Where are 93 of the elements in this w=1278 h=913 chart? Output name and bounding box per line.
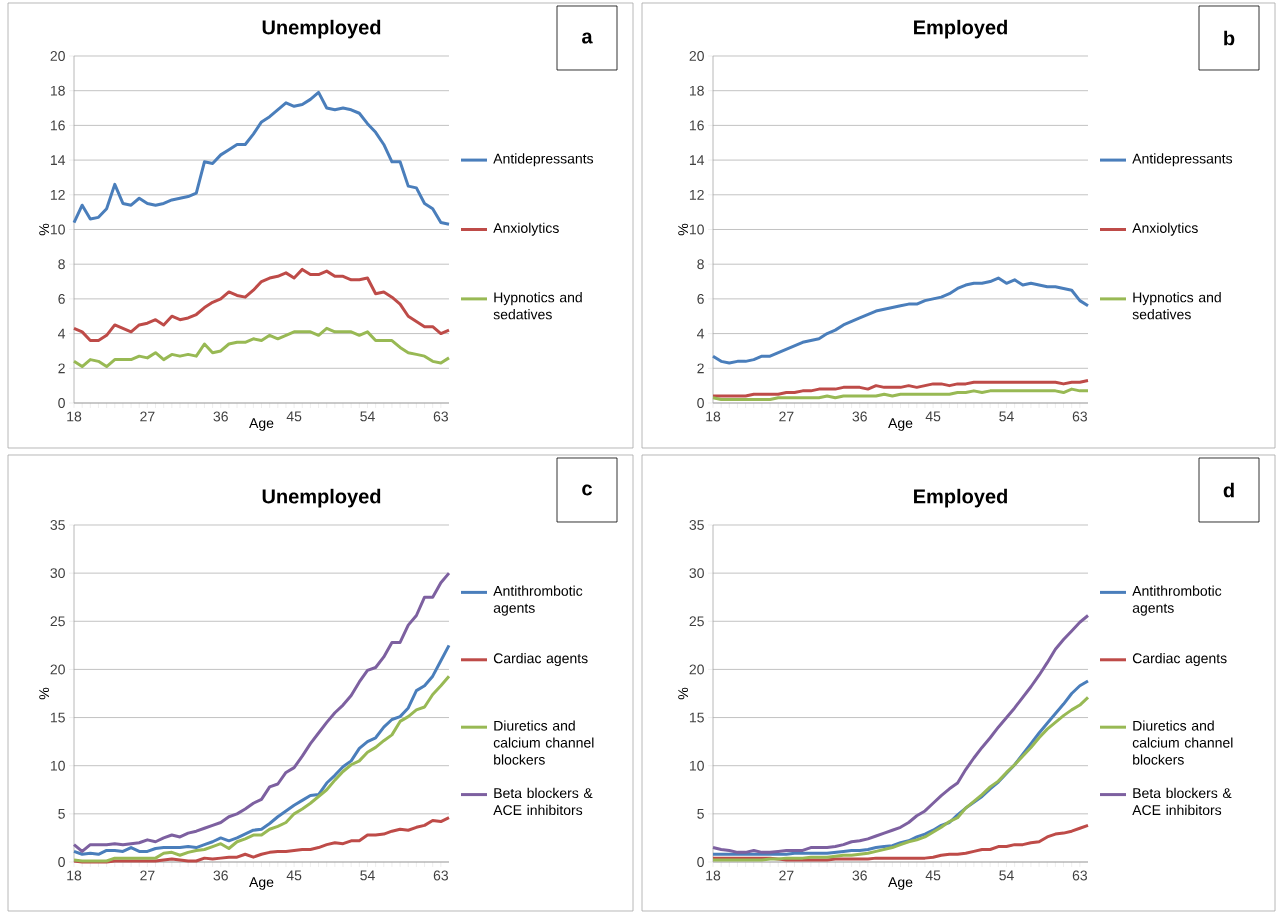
x-tick-label: 45	[925, 411, 941, 422]
legend-label: Diuretics and calcium channel blockers	[1132, 720, 1233, 765]
y-tick-label: 18	[50, 85, 65, 96]
y-tick-label: 5	[697, 808, 704, 819]
line-series	[72, 267, 451, 343]
y-tick-label: 35	[689, 520, 704, 530]
x-tick-label: 45	[925, 870, 941, 881]
y-tick-label: 25	[689, 616, 704, 627]
legend-label: Beta blockers & ACE inhibitors	[1132, 787, 1232, 816]
y-axis-title: %	[678, 223, 689, 236]
y-tick-label: 8	[58, 259, 65, 270]
x-tick-label: 63	[433, 411, 449, 422]
y-tick-label: 14	[689, 155, 705, 165]
y-tick-label: 30	[689, 568, 704, 579]
text: c	[582, 484, 592, 496]
x-tick-label: 63	[433, 870, 449, 881]
y-tick-label: 6	[697, 293, 704, 304]
y-tick-label: 30	[50, 568, 65, 579]
legend-label: Beta blockers & ACE inhibitors	[493, 787, 593, 816]
x-tick-label: 45	[286, 411, 302, 422]
y-axis-title: %	[39, 223, 50, 236]
y-tick-label: 4	[58, 328, 66, 339]
y-tick-label: 0	[58, 398, 65, 408]
y-tick-label: 14	[50, 155, 66, 165]
text: d	[1223, 482, 1234, 498]
x-axis-title: Age	[888, 877, 913, 890]
y-tick-label: 20	[689, 664, 704, 675]
legend-label: Cardiac agents	[493, 652, 588, 667]
x-tick-label: 63	[1072, 870, 1088, 881]
legend-label: Diuretics and calcium channel blockers	[493, 720, 594, 765]
y-tick-label: 10	[689, 224, 704, 235]
legend-label: Antidepressants	[1132, 153, 1233, 167]
y-tick-label: 8	[697, 259, 704, 270]
y-tick-label: 10	[689, 760, 704, 771]
x-tick-label: 54	[999, 870, 1014, 881]
y-tick-label: 6	[58, 293, 65, 304]
chart-title: Employed	[914, 488, 1007, 508]
text: b	[1224, 30, 1235, 46]
x-tick-label: 27	[140, 411, 155, 422]
x-tick-label: 54	[360, 870, 375, 881]
y-axis-title: %	[39, 687, 50, 700]
x-tick-label: 54	[999, 411, 1014, 422]
y-tick-label: 35	[50, 520, 65, 530]
x-tick-label: 54	[360, 411, 375, 422]
y-tick-label: 4	[697, 328, 705, 339]
x-tick-label: 36	[213, 411, 228, 422]
x-tick-label: 18	[706, 870, 721, 881]
x-tick-label: 36	[213, 870, 228, 881]
x-axis-title: Age	[249, 877, 274, 890]
x-tick-label: 36	[852, 870, 867, 881]
legend-label: Anxiolytics	[1132, 222, 1198, 236]
y-tick-label: 20	[50, 664, 65, 675]
y-tick-label: 10	[50, 760, 65, 771]
chart-title: Unemployed	[262, 488, 381, 508]
x-tick-label: 36	[852, 411, 867, 422]
y-tick-label: 12	[689, 189, 704, 200]
y-tick-label: 0	[58, 857, 65, 867]
legend-label: Anxiolytics	[493, 222, 559, 236]
chart-title: Unemployed	[262, 19, 381, 39]
x-tick-label: 18	[67, 411, 82, 422]
x-tick-label: 18	[67, 870, 82, 881]
y-tick-label: 0	[697, 398, 704, 408]
y-tick-label: 0	[697, 857, 704, 867]
legend-label: Antithrombotic agents	[1132, 585, 1222, 616]
chart-title: Employed	[914, 19, 1007, 39]
x-axis-title: Age	[249, 418, 274, 431]
y-tick-label: 5	[58, 808, 65, 819]
x-tick-label: 45	[286, 870, 302, 881]
x-tick-label: 63	[1072, 411, 1088, 422]
legend-label: Hypnotics and sedatives	[493, 292, 582, 320]
y-tick-label: 20	[50, 51, 65, 61]
legend-label: Antithrombotic agents	[493, 585, 583, 616]
y-tick-label: 2	[58, 363, 65, 374]
text: a	[582, 32, 593, 44]
x-tick-label: 27	[779, 870, 794, 881]
y-axis-title: %	[678, 687, 689, 700]
x-tick-label: 18	[706, 411, 721, 422]
y-tick-label: 10	[50, 224, 65, 235]
y-tick-label: 2	[697, 363, 704, 374]
y-tick-label: 15	[50, 712, 65, 723]
y-tick-label: 20	[689, 51, 704, 61]
legend-label: Hypnotics and sedatives	[1132, 292, 1221, 320]
legend-label: Cardiac agents	[1132, 652, 1227, 667]
y-tick-label: 15	[689, 712, 704, 723]
y-tick-label: 16	[689, 120, 704, 131]
y-tick-label: 18	[689, 85, 704, 96]
y-tick-label: 12	[50, 189, 65, 200]
x-axis-title: Age	[888, 418, 913, 431]
legend-label: Antidepressants	[493, 153, 594, 167]
y-tick-label: 16	[50, 120, 65, 131]
x-tick-label: 27	[140, 870, 155, 881]
y-tick-label: 25	[50, 616, 65, 627]
x-tick-label: 27	[779, 411, 794, 422]
